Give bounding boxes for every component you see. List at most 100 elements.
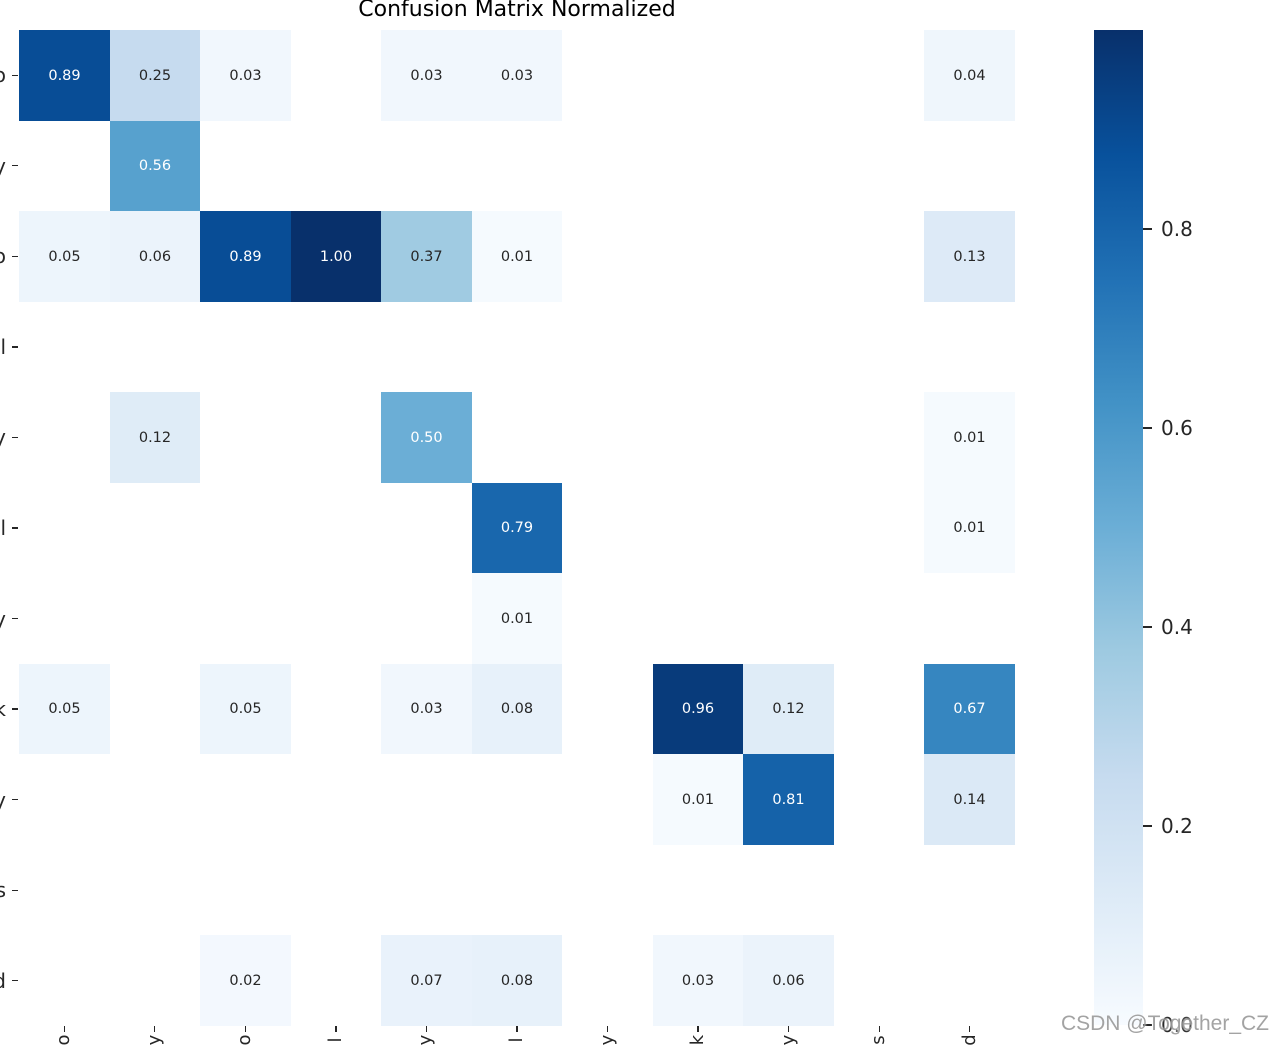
- heatmap-cell: 0.03: [653, 935, 743, 1026]
- x-tick-mark: [154, 1026, 156, 1032]
- cell-value-label: 0.01: [953, 520, 986, 536]
- colorbar-tick-label: 0.0: [1161, 1013, 1193, 1037]
- x-tick-label: o: [235, 1033, 256, 1046]
- heatmap-cell: 1.00: [291, 211, 381, 302]
- colorbar-tick-label: 0.4: [1161, 615, 1193, 639]
- colorbar-tick-mark: [1143, 626, 1152, 628]
- x-tick-mark: [697, 1026, 699, 1032]
- x-tick-mark: [335, 1026, 337, 1032]
- y-tick-label: y: [0, 153, 6, 178]
- cell-value-label: 0.05: [48, 248, 81, 265]
- colorbar-tick-label: 0.8: [1161, 217, 1193, 241]
- x-tick-label: k: [688, 1034, 709, 1045]
- cell-value-label: 0.08: [500, 701, 534, 717]
- y-tick-mark: [12, 527, 18, 529]
- heatmap-cell: 0.05: [200, 664, 291, 754]
- heatmap-cell: 0.01: [653, 754, 743, 845]
- cell-value-label: 0.12: [772, 701, 805, 717]
- y-tick-mark: [12, 436, 18, 439]
- x-tick-mark: [244, 1026, 246, 1032]
- x-tick-mark: [63, 1026, 65, 1032]
- x-tick-label-clip: d: [960, 1033, 980, 1046]
- heatmap-cell: 0.03: [381, 664, 472, 754]
- heatmap-cell: 0.25: [110, 30, 200, 121]
- cell-value-label: 0.67: [953, 701, 986, 717]
- heatmap-cell: 0.37: [381, 211, 472, 302]
- heatmap-cell: 0.01: [472, 211, 562, 302]
- heatmap-cell: 0.96: [653, 664, 743, 754]
- cell-value-label: 0.96: [681, 701, 715, 717]
- y-tick-label: k: [0, 697, 6, 722]
- x-tick-mark: [878, 1026, 880, 1032]
- cell-value-label: 0.50: [410, 429, 443, 446]
- y-tick-mark: [12, 889, 18, 891]
- heatmap-cell: 0.79: [472, 483, 562, 573]
- cell-value-label: 1.00: [319, 248, 353, 265]
- y-tick-mark: [12, 708, 18, 710]
- heatmap-cell: 0.12: [743, 664, 834, 754]
- x-tick-label-clip: y: [416, 1033, 436, 1046]
- x-tick-label: y: [597, 1034, 618, 1045]
- x-tick-label-clip: l: [326, 1033, 346, 1046]
- y-tick-mark: [12, 255, 18, 257]
- heatmap-cell: 0.06: [110, 211, 200, 302]
- y-tick-label: s: [0, 878, 6, 903]
- cell-value-label: 0.03: [500, 67, 534, 84]
- cell-value-label: 0.89: [48, 67, 81, 84]
- x-tick-mark: [516, 1026, 518, 1032]
- heatmap-cell: 0.89: [200, 211, 291, 302]
- x-tick-label-clip: y: [598, 1033, 618, 1046]
- y-tick-label: o: [0, 244, 6, 268]
- cell-value-label: 0.07: [410, 972, 443, 989]
- x-tick-label-clip: s: [869, 1033, 889, 1046]
- x-tick-label: d: [959, 1033, 980, 1046]
- cell-value-label: 0.03: [681, 972, 715, 989]
- y-tick-label: d: [0, 969, 6, 993]
- x-tick-label: o: [54, 1033, 75, 1046]
- y-axis: o y o l y l y k y s d: [0, 0, 19, 1046]
- y-tick-mark: [12, 617, 18, 620]
- cell-value-label: 0.02: [229, 972, 262, 989]
- y-tick-label: o: [0, 63, 6, 87]
- heatmap-cell: 0.50: [381, 392, 472, 483]
- colorbar-tick-label: 0.6: [1161, 416, 1193, 440]
- cell-value-label: 0.13: [953, 248, 986, 265]
- y-tick-mark: [12, 346, 18, 348]
- cell-value-label: 0.25: [138, 67, 172, 84]
- y-tick-label: y: [0, 606, 6, 631]
- heatmap-cell: 0.08: [472, 664, 562, 754]
- heatmap-cell: 0.56: [110, 121, 200, 211]
- cell-value-label: 0.01: [500, 248, 534, 265]
- cell-value-label: 0.06: [772, 972, 805, 989]
- heatmap-cell: 0.02: [200, 935, 291, 1026]
- heatmap-cell: 0.05: [19, 664, 110, 754]
- cell-value-label: 0.01: [500, 610, 534, 627]
- cell-value-label: 0.06: [138, 248, 172, 265]
- x-tick-label-clip: l: [507, 1033, 527, 1046]
- x-tick-label-clip: y: [145, 1033, 165, 1046]
- heatmap-cell: 0.03: [200, 30, 291, 121]
- y-tick-mark: [12, 798, 18, 801]
- heatmap-cell: 0.06: [743, 935, 834, 1026]
- heatmap-cell: 0.89: [19, 30, 110, 121]
- x-tick-label-clip: k: [688, 1033, 708, 1046]
- cell-value-label: 0.08: [500, 972, 534, 989]
- watermark: CSDN @Together_CZ: [1060, 1012, 1269, 1035]
- colorbar-tick-label: 0.2: [1161, 814, 1193, 838]
- cell-value-label: 0.04: [953, 67, 986, 84]
- cell-value-label: 0.14: [953, 791, 986, 808]
- colorbar-tick-mark: [1143, 825, 1152, 827]
- cell-value-label: 0.05: [48, 701, 81, 717]
- x-tick-mark: [969, 1026, 971, 1032]
- heatmap-cell: 0.03: [381, 30, 472, 121]
- x-tick-mark: [787, 1026, 790, 1032]
- x-tick-label-clip: y: [779, 1033, 799, 1046]
- x-tick-mark: [606, 1026, 609, 1032]
- colorbar: [1094, 30, 1143, 1025]
- x-tick-mark: [425, 1026, 428, 1032]
- cell-value-label: 0.56: [138, 158, 172, 174]
- chart-title: Confusion Matrix Normalized: [358, 0, 676, 22]
- x-tick-label: y: [778, 1034, 799, 1045]
- colorbar-tick-mark: [1143, 228, 1152, 230]
